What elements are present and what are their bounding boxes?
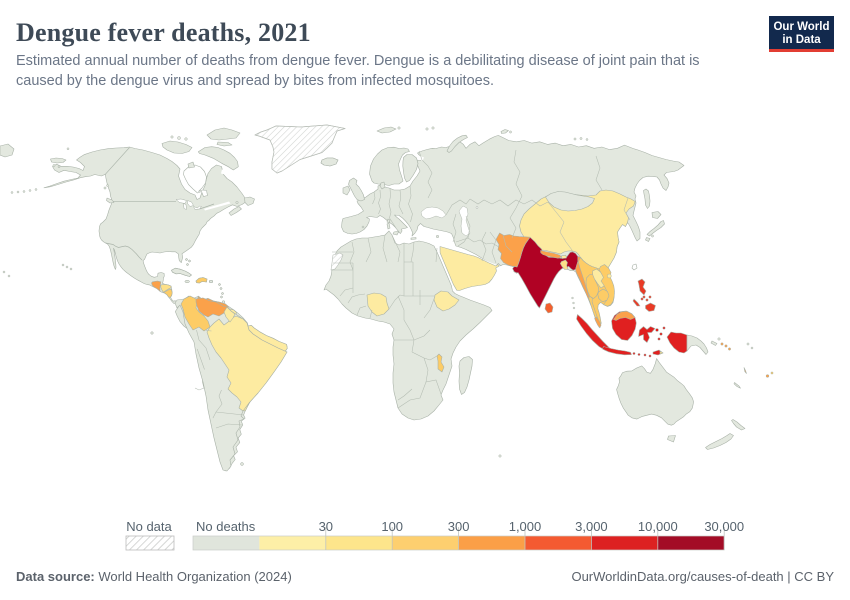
svg-text:300: 300 bbox=[448, 519, 470, 534]
svg-text:No data: No data bbox=[126, 519, 172, 534]
svg-text:10,000: 10,000 bbox=[638, 519, 678, 534]
svg-text:100: 100 bbox=[381, 519, 403, 534]
svg-text:No deaths: No deaths bbox=[196, 519, 256, 534]
svg-text:30: 30 bbox=[319, 519, 333, 534]
svg-text:3,000: 3,000 bbox=[575, 519, 608, 534]
svg-text:30,000: 30,000 bbox=[704, 519, 744, 534]
svg-text:1,000: 1,000 bbox=[509, 519, 542, 534]
